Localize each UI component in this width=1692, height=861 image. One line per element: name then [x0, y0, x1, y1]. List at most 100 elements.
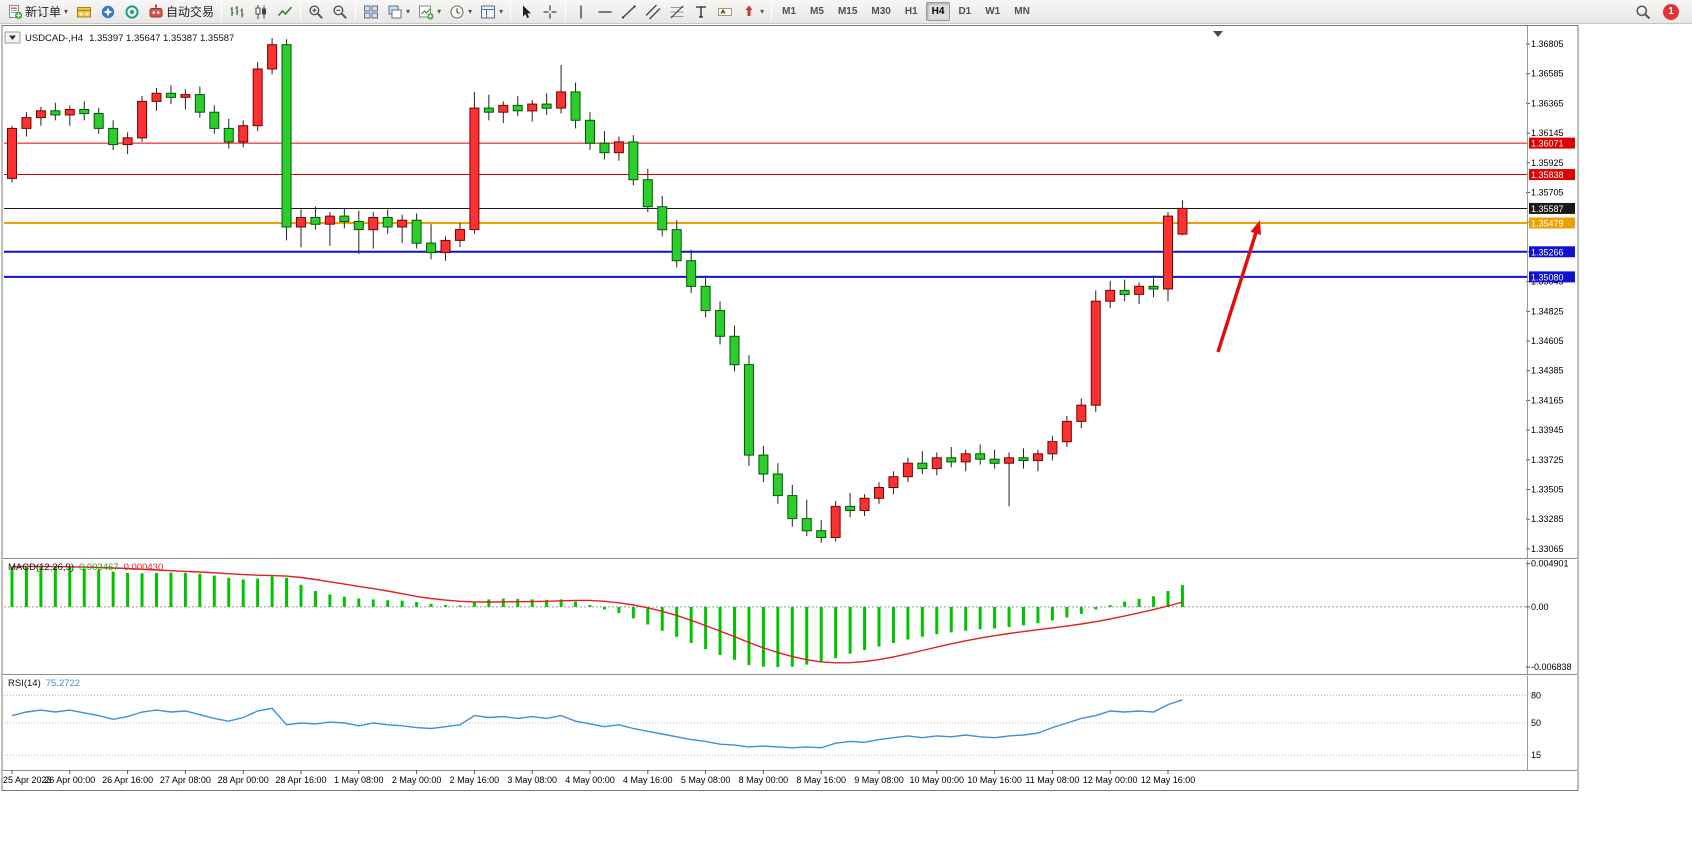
svg-text:5 May 08:00: 5 May 08:00: [681, 775, 731, 785]
svg-text:1.35080: 1.35080: [1531, 272, 1564, 282]
navigator-button[interactable]: [97, 1, 119, 22]
chart-plot-area[interactable]: [4, 30, 1527, 557]
timeframe-m30-button[interactable]: M30: [871, 6, 891, 17]
timeframe-w1-button[interactable]: W1: [985, 6, 1001, 17]
svg-text:50: 50: [1531, 718, 1541, 728]
chart-svg: 1.36805 1.36585 1.36365 1.36145 1.35925 1.357…: [1, 25, 1579, 791]
svg-text:26 Apr 00:00: 26 Apr 00:00: [44, 775, 95, 785]
periods-button[interactable]: ▾: [446, 1, 475, 22]
svg-text:0.004901: 0.004901: [1531, 559, 1569, 569]
svg-text:12 May 00:00: 12 May 00:00: [1083, 775, 1138, 785]
toolbar-separator: [510, 2, 512, 21]
clock-icon: [449, 4, 465, 20]
svg-text:1.35587: 1.35587: [1531, 204, 1564, 214]
market-watch-button[interactable]: [73, 1, 95, 22]
cascade-windows-icon: [387, 4, 403, 20]
vertical-line-icon: [573, 4, 589, 20]
timeframe-m5-button[interactable]: M5: [810, 6, 824, 17]
line-chart-icon: [277, 4, 293, 20]
timeframe-m1-button[interactable]: M1: [782, 6, 797, 17]
toolbar-separator: [355, 2, 357, 21]
chevron-down-icon: ▾: [499, 7, 504, 16]
cascade-windows-button[interactable]: ▾: [384, 1, 413, 22]
timeframe-m15-button[interactable]: M15: [837, 6, 858, 17]
svg-text:9 May 08:00: 9 May 08:00: [854, 775, 904, 785]
one-click-trading-toggle[interactable]: [4, 31, 21, 44]
svg-text:12 May 16:00: 12 May 16:00: [1141, 775, 1196, 785]
bar-chart-button[interactable]: [226, 1, 248, 22]
svg-text:1.36365: 1.36365: [1531, 98, 1564, 108]
timeframe-h4-button[interactable]: H4: [925, 2, 951, 21]
vertical-line-button[interactable]: [570, 1, 592, 22]
channel-icon: [645, 4, 661, 20]
search-button[interactable]: [1632, 1, 1654, 22]
notification-badge[interactable]: 1: [1663, 3, 1679, 20]
svg-text:1 May 08:00: 1 May 08:00: [334, 775, 384, 785]
horizontal-lines[interactable]: [4, 142, 1527, 278]
crosshair-button[interactable]: [539, 1, 561, 22]
search-icon: [1635, 4, 1651, 20]
chart-title: USDCAD-,H4 1.35397 1.35647 1.35387 1.3558…: [25, 33, 234, 44]
svg-text:4 May 16:00: 4 May 16:00: [623, 775, 673, 785]
arrows-button[interactable]: ▾: [738, 1, 767, 22]
macd-signal-line: [11, 565, 1183, 664]
zoom-out-button[interactable]: [329, 1, 351, 22]
timeframe-h1-button[interactable]: H1: [904, 6, 918, 17]
templates-button[interactable]: ▾: [477, 1, 506, 22]
chart-window: 1.36805 1.36585 1.36365 1.36145 1.35925 1.357…: [0, 24, 1692, 861]
navigator-icon: [100, 4, 116, 20]
terminal-icon: [124, 4, 140, 20]
new-order-icon: [7, 4, 23, 20]
crosshair-icon: [542, 4, 558, 20]
tile-windows-button[interactable]: [360, 1, 382, 22]
fibonacci-icon: [669, 4, 685, 20]
line-chart-button[interactable]: [274, 1, 296, 22]
autotrading-button[interactable]: 自动交易: [145, 1, 217, 22]
label-button[interactable]: [714, 1, 736, 22]
text-icon: [693, 4, 709, 20]
channel-button[interactable]: [642, 1, 664, 22]
text-button[interactable]: [690, 1, 712, 22]
pane-separators[interactable]: [2, 26, 1578, 772]
svg-text:8 May 00:00: 8 May 00:00: [739, 775, 789, 785]
autotrading-button-label: 自动交易: [166, 5, 215, 19]
chart-shift-marker[interactable]: [1213, 31, 1223, 37]
candlestick-button[interactable]: [250, 1, 272, 22]
trendline-button[interactable]: [618, 1, 640, 22]
trend-arrow-annotation[interactable]: [1216, 220, 1261, 353]
svg-text:15: 15: [1531, 750, 1541, 760]
svg-text:1.36805: 1.36805: [1531, 39, 1564, 49]
chevron-down-icon: ▾: [406, 7, 411, 16]
svg-text:10 May 00:00: 10 May 00:00: [910, 775, 965, 785]
toolbar-separator: [221, 2, 223, 21]
bar-chart-icon: [229, 4, 245, 20]
svg-text:10 May 16:00: 10 May 16:00: [967, 775, 1022, 785]
timeframe-mn-button[interactable]: MN: [1014, 6, 1030, 17]
new-order-button[interactable]: 新订单 ▾: [4, 1, 71, 22]
svg-text:1.35925: 1.35925: [1531, 158, 1564, 168]
zoom-in-button[interactable]: [305, 1, 327, 22]
svg-text:1.35705: 1.35705: [1531, 188, 1564, 198]
svg-text:1.36585: 1.36585: [1531, 69, 1564, 79]
svg-text:1.33505: 1.33505: [1531, 485, 1564, 495]
terminal-button[interactable]: [121, 1, 143, 22]
svg-text:1.34165: 1.34165: [1531, 395, 1564, 405]
new-chart-button[interactable]: ▾: [415, 1, 444, 22]
timeframe-d1-button[interactable]: D1: [958, 6, 972, 17]
chevron-down-icon: ▾: [437, 7, 442, 16]
svg-text:1.36145: 1.36145: [1531, 128, 1564, 138]
svg-text:3 May 08:00: 3 May 08:00: [507, 775, 557, 785]
cursor-button[interactable]: [515, 1, 537, 22]
svg-text:1.33725: 1.33725: [1531, 455, 1564, 465]
svg-text:1.34385: 1.34385: [1531, 366, 1564, 376]
label-icon: [717, 4, 733, 20]
horizontal-line-button[interactable]: [594, 1, 616, 22]
tile-windows-icon: [363, 4, 379, 20]
trendline-icon: [621, 4, 637, 20]
svg-text:1.35479: 1.35479: [1531, 219, 1564, 229]
toolbar-separator: [300, 2, 302, 21]
fibonacci-button[interactable]: [666, 1, 688, 22]
price-axis-badges: 1.36071 1.35838 1.35587 1.35479 1.35266 1.350…: [1529, 137, 1575, 283]
horizontal-line-icon: [597, 4, 613, 20]
